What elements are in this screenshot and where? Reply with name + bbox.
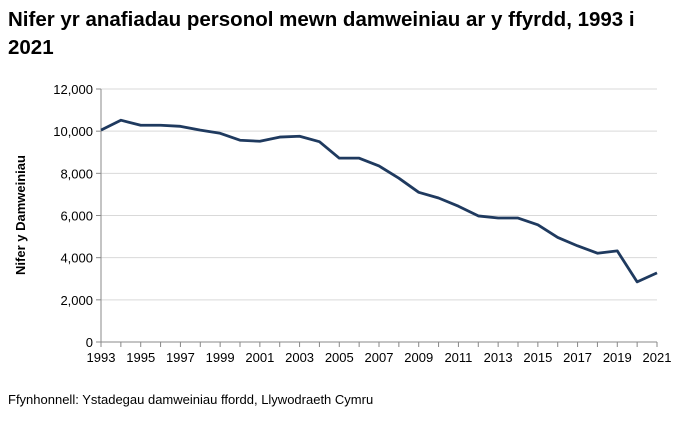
y-tick-label: 4,000: [60, 251, 93, 266]
y-axis-label: Nifer y Damweiniau: [13, 155, 28, 275]
x-tick-label: 2017: [563, 350, 592, 365]
x-tick-label: 1993: [87, 350, 116, 365]
x-tick-label: 2009: [404, 350, 433, 365]
x-tick-label: 1999: [206, 350, 235, 365]
y-tick-label: 12,000: [53, 82, 93, 97]
x-tick-label: 1997: [166, 350, 195, 365]
y-tick-label: 0: [86, 335, 93, 350]
x-tick-label: 2007: [365, 350, 394, 365]
y-tick-label: 8,000: [60, 166, 93, 181]
source-note: Ffynhonnell: Ystadegau damweiniau ffordd…: [8, 392, 374, 407]
x-tick-label: 2011: [444, 350, 472, 365]
y-tick-label: 2,000: [60, 293, 93, 308]
x-tick-label: 2021: [643, 350, 672, 365]
x-tick-label: 2005: [325, 350, 354, 365]
y-tick-label: 10,000: [53, 124, 93, 139]
x-tick-label: 2013: [484, 350, 513, 365]
y-tick-label: 6,000: [60, 209, 93, 224]
x-tick-label: 2003: [285, 350, 314, 365]
series: [100, 118, 658, 284]
x-tick-label: 1995: [126, 350, 155, 365]
y-axis-ticks: 0 2,000 4,000 6,000 8,000 10,000 12,000: [53, 82, 101, 350]
x-tick-label: 2019: [603, 350, 632, 365]
x-tick-label: 2001: [245, 350, 274, 365]
x-axis-ticks: 1993 1995 1997 1999 2001 2003 2005 2007 2009 2011…: [87, 342, 672, 365]
chart-title: Nifer yr anafiadau personol mewn damwein…: [8, 8, 635, 59]
x-tick-label: 2015: [523, 350, 552, 365]
series-line: [100, 118, 658, 284]
gridlines: [101, 88, 657, 301]
